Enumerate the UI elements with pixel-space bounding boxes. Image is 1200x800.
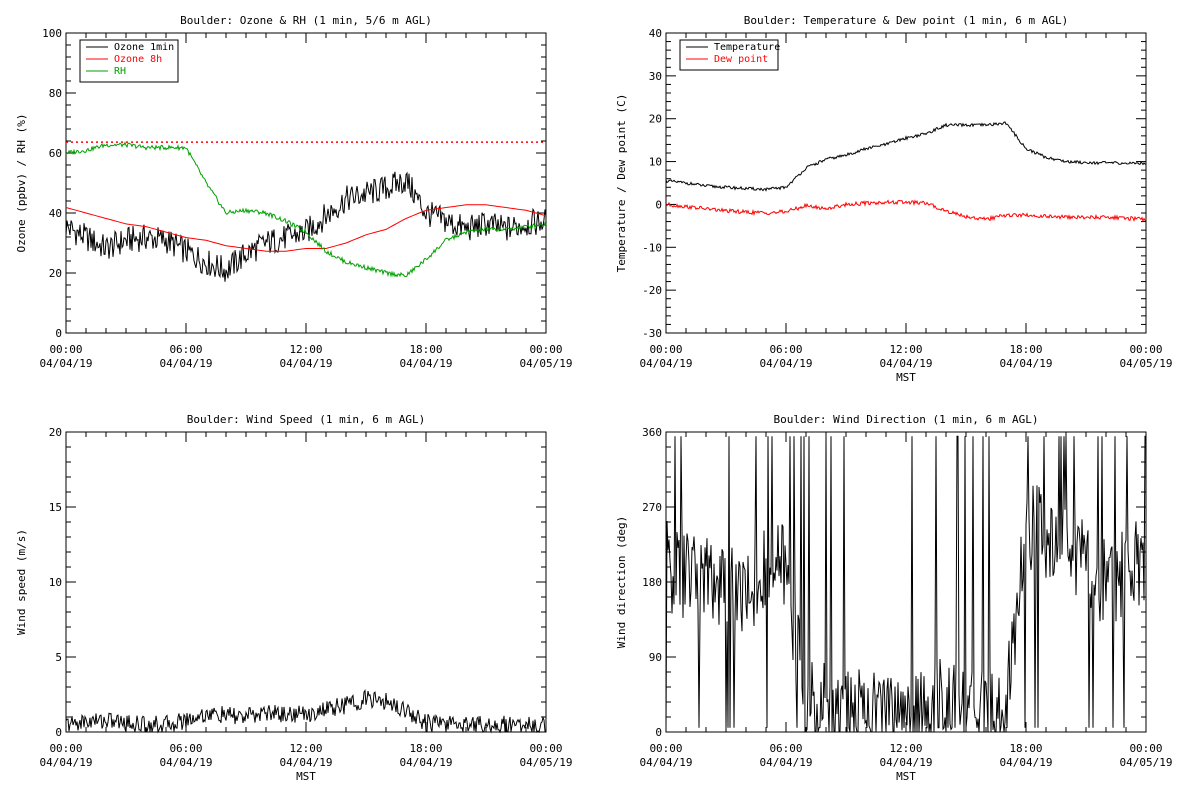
x-tick-date: 04/04/19 bbox=[760, 357, 813, 370]
plot-frame bbox=[665, 32, 1147, 334]
chart-title: Boulder: Ozone & RH (1 min, 5/6 m AGL) bbox=[180, 14, 432, 27]
y-axis-label: Wind direction (deg) bbox=[615, 516, 628, 648]
x-tick-date: 04/04/19 bbox=[160, 756, 213, 769]
y-tick-label: 100 bbox=[42, 27, 62, 40]
x-tick-date: 04/04/19 bbox=[400, 357, 453, 370]
y-tick-label: 30 bbox=[649, 70, 662, 83]
x-tick-time: 00:00 bbox=[529, 343, 562, 356]
x-tick-time: 00:00 bbox=[49, 742, 82, 755]
y-tick-label: 40 bbox=[49, 207, 62, 220]
series-line bbox=[65, 204, 547, 252]
x-tick-time: 18:00 bbox=[409, 742, 442, 755]
chart-title: Boulder: Temperature & Dew point (1 min,… bbox=[744, 14, 1069, 27]
x-tick-time: 18:00 bbox=[1009, 343, 1042, 356]
y-tick-label: 20 bbox=[49, 267, 62, 280]
x-tick-time: 00:00 bbox=[649, 742, 682, 755]
chart-title: Boulder: Wind Speed (1 min, 6 m AGL) bbox=[187, 413, 425, 426]
y-tick-label: 90 bbox=[649, 651, 662, 664]
y-tick-label: 10 bbox=[49, 576, 62, 589]
x-tick-date: 04/05/19 bbox=[520, 357, 573, 370]
x-tick-time: 06:00 bbox=[169, 343, 202, 356]
chart-title: Boulder: Wind Direction (1 min, 6 m AGL) bbox=[774, 413, 1039, 426]
y-tick-label: 60 bbox=[49, 147, 62, 160]
chart-panel-3: Boulder: Wind Speed (1 min, 6 m AGL) 0 5 10… bbox=[15, 413, 572, 783]
y-tick-label: 80 bbox=[49, 87, 62, 100]
x-tick-date: 04/04/19 bbox=[640, 357, 693, 370]
y-axis-label: Temperature / Dew point (C) bbox=[615, 94, 628, 273]
series-line bbox=[65, 141, 547, 278]
x-tick-date: 04/04/19 bbox=[400, 756, 453, 769]
chart-panel-2: Boulder: Temperature & Dew point (1 min,… bbox=[615, 14, 1172, 384]
x-tick-time: 06:00 bbox=[169, 742, 202, 755]
x-axis-label: MST bbox=[296, 770, 316, 783]
x-tick-date: 04/04/19 bbox=[1000, 357, 1053, 370]
y-tick-label: 20 bbox=[49, 426, 62, 439]
y-tick-label: 0 bbox=[55, 327, 62, 340]
y-tick-label: -30 bbox=[642, 327, 662, 340]
legend-entry: Temperature bbox=[714, 42, 780, 53]
x-tick-time: 12:00 bbox=[289, 343, 322, 356]
x-tick-time: 18:00 bbox=[409, 343, 442, 356]
y-tick-label: 20 bbox=[649, 113, 662, 126]
series-line bbox=[65, 171, 547, 282]
y-tick-label: 180 bbox=[642, 576, 662, 589]
legend bbox=[679, 39, 779, 71]
y-tick-label: 15 bbox=[49, 501, 62, 514]
y-tick-label: -20 bbox=[642, 284, 662, 297]
x-tick-date: 04/05/19 bbox=[1120, 756, 1173, 769]
plot-frame bbox=[65, 431, 547, 733]
legend-entry: RH bbox=[114, 66, 126, 77]
x-axis-label: MST bbox=[896, 770, 916, 783]
legend-entry: Dew point bbox=[714, 54, 768, 65]
series-line bbox=[65, 689, 547, 734]
x-tick-time: 12:00 bbox=[289, 742, 322, 755]
y-axis-label: Ozone (ppbv) / RH (%) bbox=[15, 113, 28, 252]
x-tick-date: 04/04/19 bbox=[640, 756, 693, 769]
x-tick-date: 04/04/19 bbox=[880, 756, 933, 769]
y-tick-label: 10 bbox=[649, 156, 662, 169]
x-tick-time: 12:00 bbox=[889, 742, 922, 755]
x-tick-time: 00:00 bbox=[49, 343, 82, 356]
y-tick-label: 5 bbox=[55, 651, 62, 664]
x-tick-date: 04/04/19 bbox=[880, 357, 933, 370]
x-tick-date: 04/04/19 bbox=[760, 756, 813, 769]
x-tick-date: 04/04/19 bbox=[280, 756, 333, 769]
chart-panel-1: Boulder: Ozone & RH (1 min, 5/6 m AGL) 0 2… bbox=[15, 14, 572, 370]
x-axis-label: MST bbox=[896, 371, 916, 384]
x-tick-time: 12:00 bbox=[889, 343, 922, 356]
x-tick-date: 04/05/19 bbox=[1120, 357, 1173, 370]
y-tick-label: 270 bbox=[642, 501, 662, 514]
x-tick-date: 04/04/19 bbox=[280, 357, 333, 370]
y-tick-label: 0 bbox=[655, 198, 662, 211]
x-tick-time: 06:00 bbox=[769, 343, 802, 356]
legend-entry: Ozone 8h bbox=[114, 54, 162, 65]
series-line bbox=[665, 121, 1147, 192]
x-tick-time: 00:00 bbox=[529, 742, 562, 755]
y-tick-label: 40 bbox=[649, 27, 662, 40]
x-tick-date: 04/04/19 bbox=[1000, 756, 1053, 769]
y-tick-label: 0 bbox=[55, 726, 62, 739]
x-tick-time: 00:00 bbox=[1129, 343, 1162, 356]
legend-entry: Ozone 1min bbox=[114, 42, 174, 53]
chart-panel-4: Boulder: Wind Direction (1 min, 6 m AGL)… bbox=[615, 413, 1172, 783]
series-line bbox=[665, 435, 1146, 733]
x-tick-time: 18:00 bbox=[1009, 742, 1042, 755]
x-tick-time: 00:00 bbox=[1129, 742, 1162, 755]
x-tick-date: 04/05/19 bbox=[520, 756, 573, 769]
y-tick-label: 0 bbox=[655, 726, 662, 739]
y-tick-label: 360 bbox=[642, 426, 662, 439]
x-tick-date: 04/04/19 bbox=[40, 756, 93, 769]
x-tick-date: 04/04/19 bbox=[160, 357, 213, 370]
x-tick-time: 00:00 bbox=[649, 343, 682, 356]
series-line bbox=[665, 199, 1147, 223]
y-tick-label: -10 bbox=[642, 241, 662, 254]
x-tick-time: 06:00 bbox=[769, 742, 802, 755]
y-axis-label: Wind speed (m/s) bbox=[15, 529, 28, 635]
x-tick-date: 04/04/19 bbox=[40, 357, 93, 370]
